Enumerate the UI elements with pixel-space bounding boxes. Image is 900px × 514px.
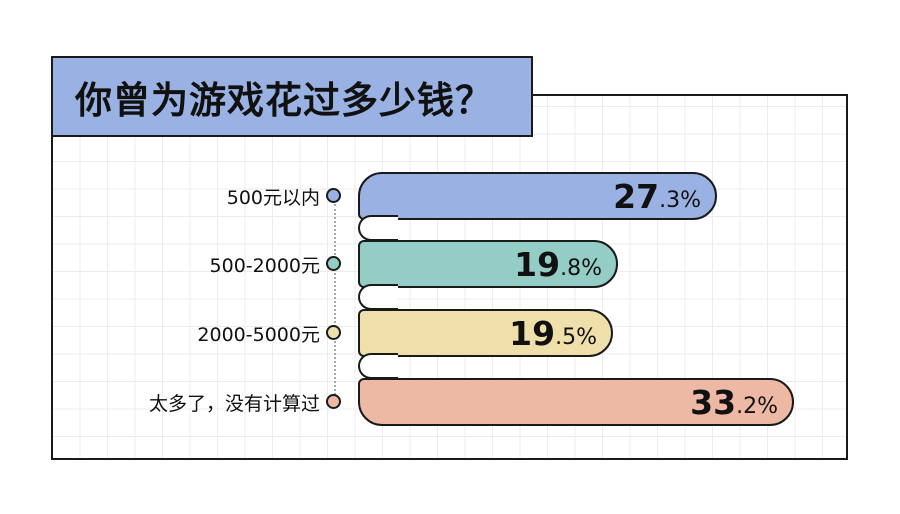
category-dot-icon <box>326 256 341 271</box>
bar: 33.2% <box>358 378 794 426</box>
bar-row-2: 2000-5000元 19.5% <box>0 309 900 357</box>
bar-connector-notch <box>358 215 398 241</box>
dotted-connector <box>334 204 336 399</box>
bar-row-1: 500-2000元 19.8% <box>0 240 900 288</box>
category-dot-icon <box>326 188 341 203</box>
category-label: 太多了，没有计算过 <box>148 392 320 415</box>
value-integer: 33 <box>690 382 737 422</box>
value-integer: 19 <box>509 313 556 353</box>
value-integer: 27 <box>613 176 660 216</box>
chart-title: 你曾为游戏花过多少钱？ <box>75 78 493 122</box>
category-label: 2000-5000元 <box>197 323 320 346</box>
bar: 19.5% <box>358 309 613 357</box>
category-dot-icon <box>326 325 341 340</box>
category-dot-icon <box>326 394 341 409</box>
title-banner: 你曾为游戏花过多少钱？ <box>51 56 533 137</box>
bar-connector-notch <box>358 353 398 379</box>
category-label: 500元以内 <box>226 186 320 209</box>
bar-row-0: 500元以内 27.3% <box>0 172 900 220</box>
value-decimal: .8% <box>560 255 602 281</box>
bar-connector-notch <box>358 284 398 310</box>
value-decimal: .2% <box>736 393 778 419</box>
category-label: 500-2000元 <box>209 254 320 277</box>
value-integer: 19 <box>514 244 561 284</box>
value-decimal: .3% <box>659 187 701 213</box>
bar: 19.8% <box>358 240 618 288</box>
bar: 27.3% <box>358 172 717 220</box>
value-decimal: .5% <box>555 324 597 350</box>
bar-row-3: 太多了，没有计算过 33.2% <box>0 378 900 426</box>
